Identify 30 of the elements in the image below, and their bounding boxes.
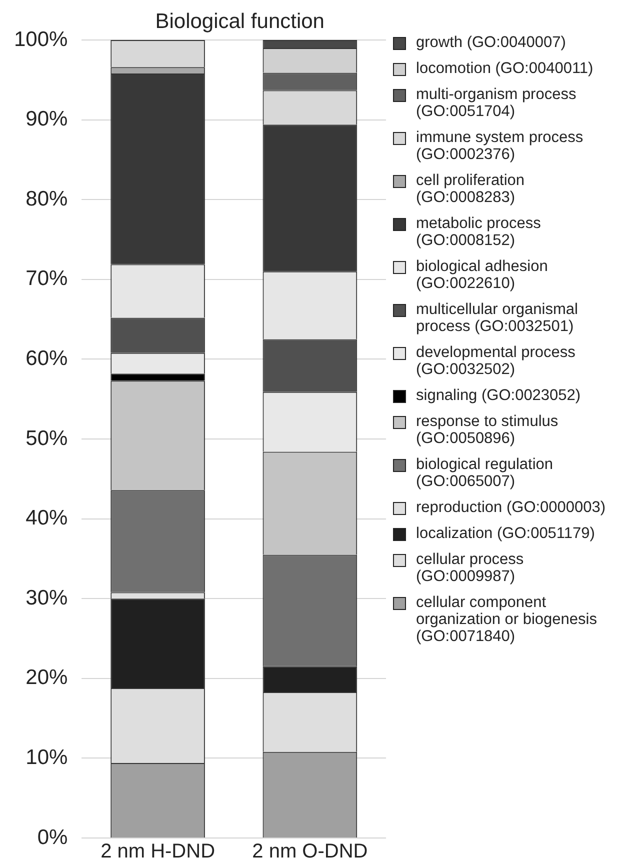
x-tick-label: 2 nm O-DND [252, 840, 368, 863]
legend-label: multi-organism process (GO:0051704) [416, 86, 578, 120]
legend-label: biological adhesion (GO:0022610) [416, 258, 549, 292]
legend-label: signaling (GO:0023052) [416, 387, 581, 404]
x-tick-label: 2 nm H-DND [100, 840, 216, 863]
y-tick-label: 0% [37, 826, 68, 849]
legend-label: biological regulation (GO:0065007) [416, 456, 554, 490]
y-tick-label: 100% [14, 28, 68, 51]
legend-label: cellular component organization or biogenesis (GO:0071840) [416, 594, 598, 645]
y-tick-label: 70% [26, 267, 68, 290]
y-tick-label: 20% [26, 666, 68, 690]
legend-label: developmental process (GO:0032502) [416, 344, 576, 378]
chart-title: Biological function [155, 10, 324, 33]
y-tick-label: 30% [26, 586, 68, 610]
y-tick-label: 40% [26, 506, 68, 530]
legend-label: immune system process (GO:0002376) [416, 129, 584, 163]
legend-label: multicellular organismal process (GO:0032501) [416, 301, 579, 335]
legend-label: response to stimulus (GO:0050896) [416, 413, 560, 447]
legend-label: reproduction (GO:0000003) [416, 499, 606, 516]
legend-label: metabolic process (GO:0008152) [416, 215, 542, 249]
legend-label: cell proliferation (GO:0008283) [416, 172, 526, 206]
legend-label: locomotion (GO:0040011) [416, 60, 594, 77]
y-tick-label: 10% [26, 746, 68, 769]
y-tick-label: 60% [26, 346, 68, 370]
y-tick-label: 50% [26, 426, 68, 450]
legend-label: localization (GO:0051179) [416, 525, 595, 542]
y-tick-label: 90% [26, 108, 68, 131]
y-tick-label: 80% [26, 187, 68, 210]
legend-label: cellular process (GO:0009987) [416, 551, 525, 585]
legend-label: growth (GO:0040007) [416, 34, 566, 51]
